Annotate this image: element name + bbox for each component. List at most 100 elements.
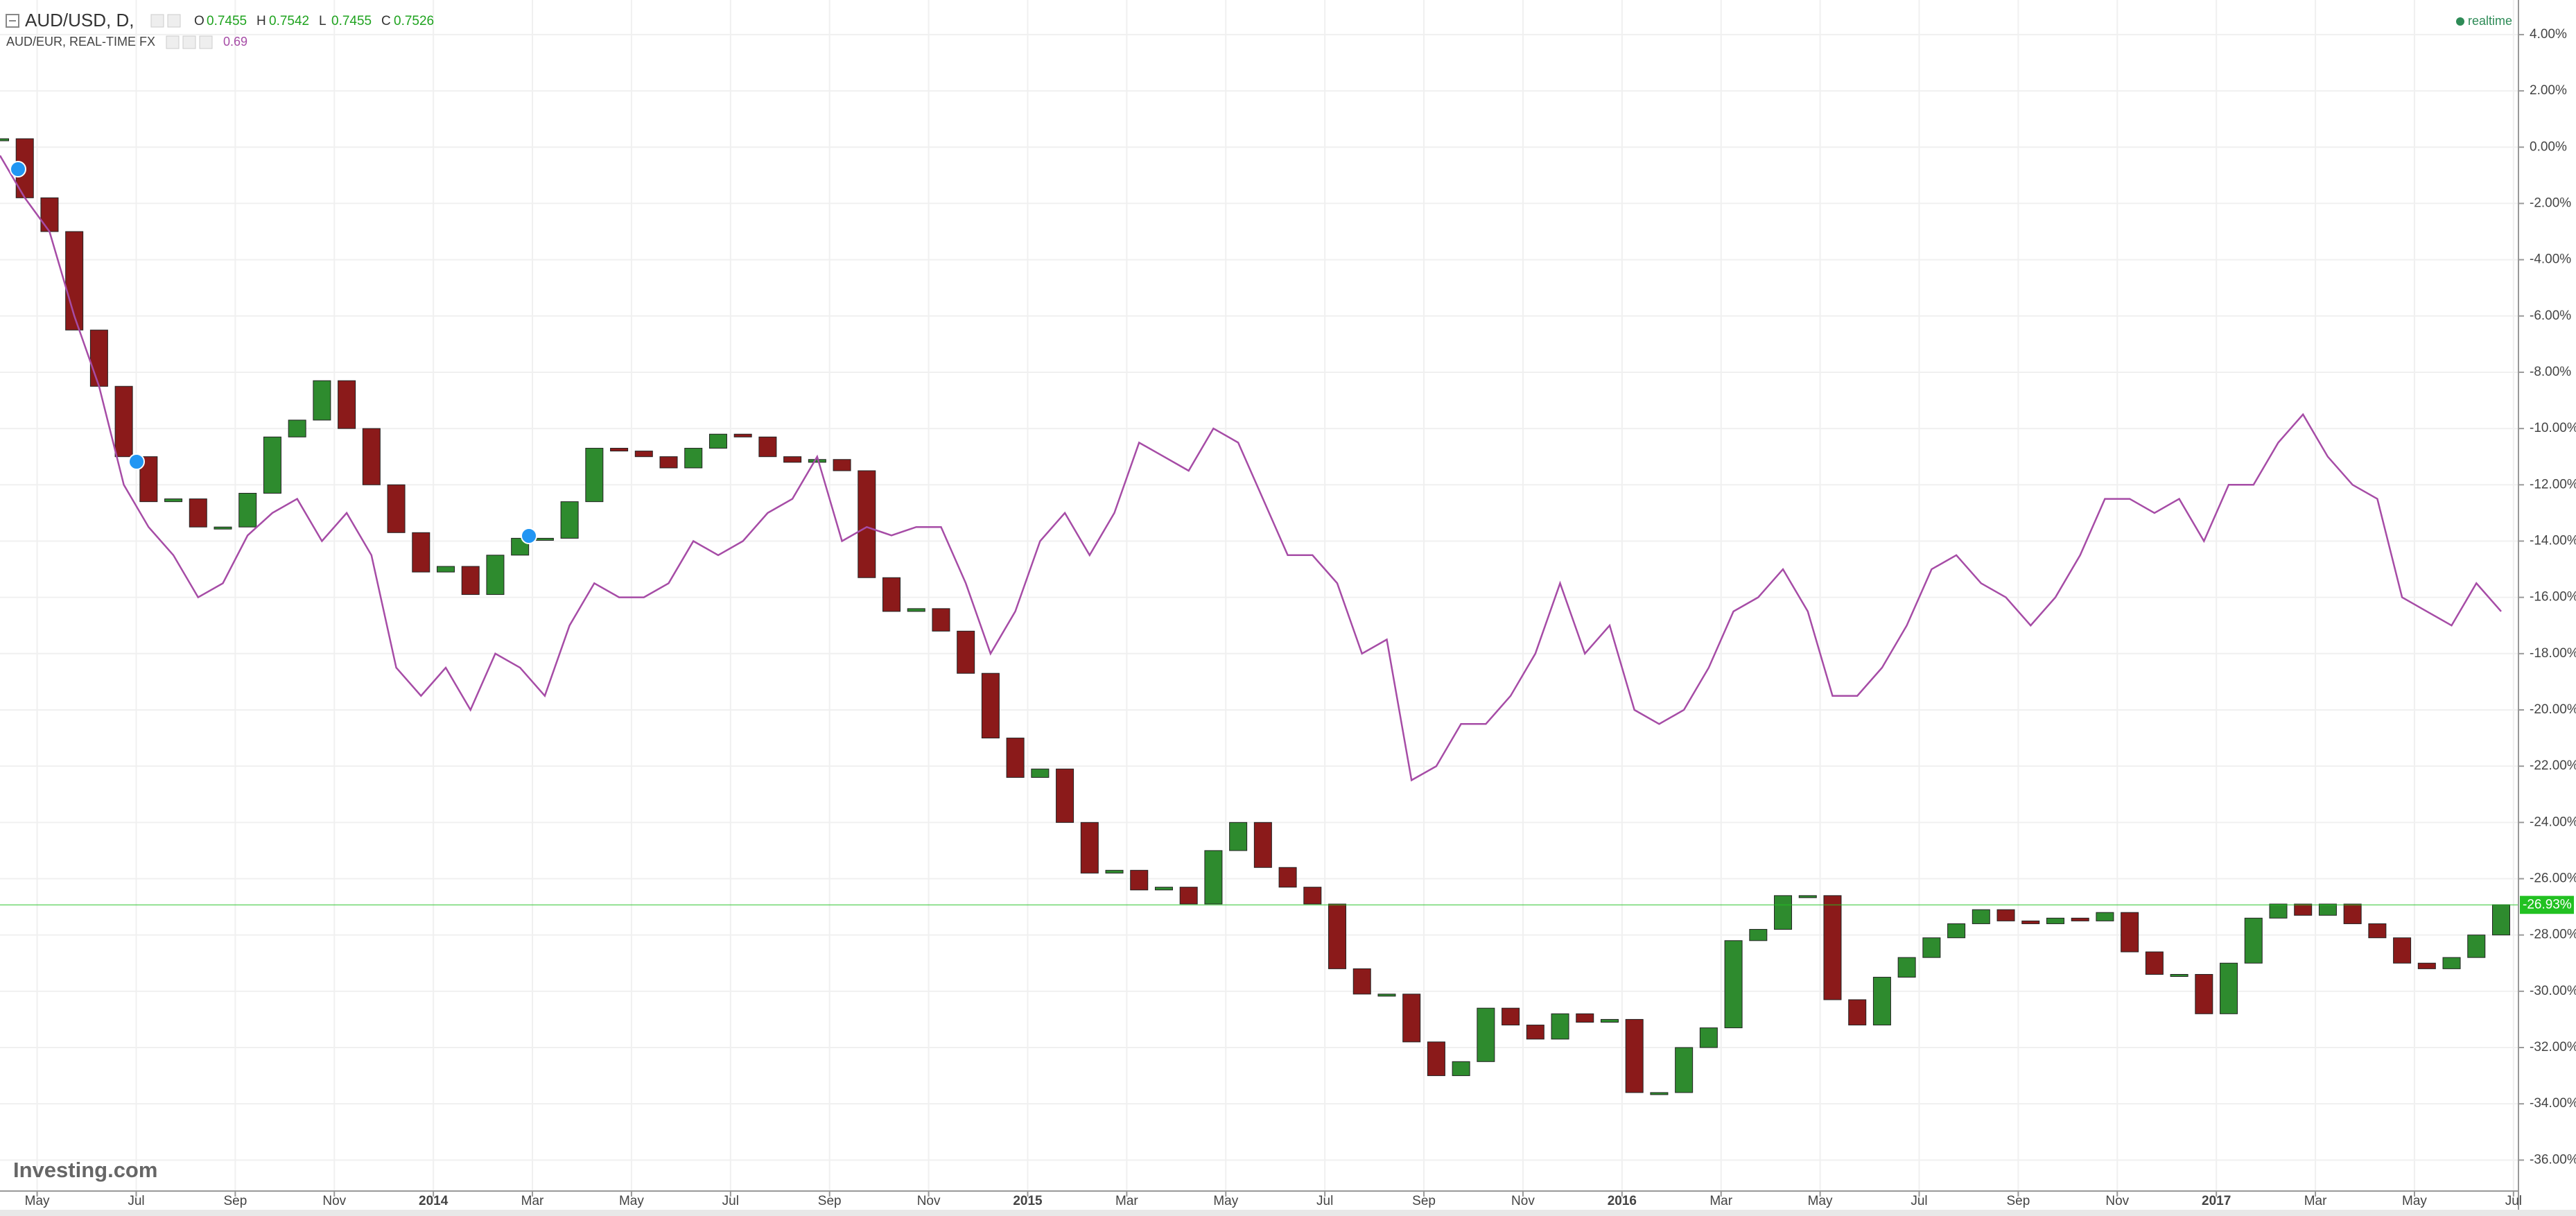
ohlc-value: 0.7455 (207, 14, 247, 28)
candle (1872, 977, 1891, 1026)
close-button[interactable] (199, 35, 213, 49)
candle (2417, 962, 2436, 969)
legend-entry: AUD/EUR, REAL-TIME FX (6, 35, 155, 49)
candle (610, 448, 629, 452)
candle (1328, 903, 1347, 969)
visibility-button[interactable] (182, 35, 196, 49)
candle (1897, 957, 1916, 978)
candle (2195, 973, 2213, 1014)
status: realtime (2468, 14, 2512, 28)
candle (733, 433, 752, 437)
x-tick-label: 2014 (419, 1194, 449, 1208)
close-button[interactable] (167, 14, 181, 28)
x-tick-label: Jul (722, 1194, 739, 1208)
candle (1080, 822, 1099, 874)
x-tick-label: May (1213, 1194, 1238, 1208)
candle (263, 436, 281, 494)
candle (1452, 1061, 1470, 1077)
x-tick-label: Mar (521, 1194, 544, 1208)
candle (808, 459, 826, 463)
candle (1922, 937, 1941, 958)
y-tick-label: -28.00% (2530, 928, 2576, 942)
x-tick-label: Mar (1709, 1194, 1732, 1208)
candle (1576, 1013, 1594, 1023)
candle (1749, 929, 1768, 941)
candle (2046, 917, 2064, 924)
y-tick-label: 0.00% (2530, 139, 2567, 154)
candle (2121, 912, 2139, 953)
x-tick-label: Nov (322, 1194, 346, 1208)
collapse-button[interactable] (6, 14, 19, 28)
y-tick-label: 2.00% (2530, 83, 2567, 98)
y-tick-label: -10.00% (2530, 421, 2576, 435)
x-tick-label: May (25, 1194, 50, 1208)
last-price: 0.69 (223, 35, 247, 49)
candle (1427, 1041, 1445, 1077)
axes: 4.00% 2.00% 0.00% -2.00% -4.00% -6.00% -8.00% -… (25, 27, 2576, 1208)
candle (659, 456, 678, 469)
candle (1625, 1018, 1644, 1093)
candle (2170, 973, 2188, 977)
settings-button[interactable] (166, 35, 180, 49)
x-tick-label: May (2402, 1194, 2427, 1208)
event-pin[interactable] (128, 453, 145, 470)
ohlc: O 0.7455 H 0.7542 L 0.7455 C 0.7526 (194, 14, 434, 28)
x-tick-label: Nov (2105, 1194, 2129, 1208)
candle (1502, 1007, 1520, 1026)
candle (1477, 1007, 1495, 1062)
ohlc-value: 0.7526 (394, 14, 434, 28)
last-value-box (2520, 896, 2574, 914)
candle (585, 448, 604, 503)
x-tick-label: May (1808, 1194, 1833, 1208)
candle (40, 197, 59, 232)
candle (1105, 869, 1124, 874)
candle (1996, 909, 2015, 921)
candle (1798, 895, 1817, 898)
candle (1972, 909, 1990, 924)
y-tick-label: -26.00% (2530, 871, 2576, 886)
candle (2343, 903, 2362, 924)
candle (1253, 822, 1272, 868)
event-pin[interactable] (10, 161, 26, 177)
y-tick-label: -22.00% (2530, 758, 2576, 773)
x-tick-label: Mar (2304, 1194, 2327, 1208)
event-pins (10, 161, 537, 544)
candle (1551, 1013, 1569, 1040)
candle (189, 498, 207, 528)
candle (2220, 962, 2238, 1014)
candle (114, 385, 133, 458)
y-tick-label: -4.00% (2530, 252, 2571, 267)
y-tick-label: -16.00% (2530, 590, 2576, 605)
candle (1947, 923, 1966, 939)
settings-button[interactable] (150, 14, 164, 28)
candle (1675, 1047, 1694, 1093)
candle (1526, 1025, 1544, 1040)
y-tick-label: -6.00% (2530, 309, 2571, 323)
x-tick-label: Nov (1511, 1194, 1535, 1208)
ohlc-label: L (319, 14, 327, 28)
y-tick-label: -36.00% (2530, 1152, 2576, 1167)
candle (2269, 903, 2288, 919)
y-tick-label: -12.00% (2530, 477, 2576, 492)
candle (1031, 768, 1050, 778)
x-tick-label: Jul (1911, 1194, 1927, 1208)
x-tick-label: 2017 (2202, 1194, 2231, 1208)
candle (2096, 912, 2114, 921)
x-tick-label: Sep (818, 1194, 842, 1208)
status-dot (2456, 17, 2464, 26)
x-tick-label: Jul (1316, 1194, 1333, 1208)
candle (1377, 993, 1396, 997)
x-tick-label: Mar (1115, 1194, 1138, 1208)
candle (1699, 1027, 1718, 1048)
ohlc-value: 0.7542 (269, 14, 309, 28)
ohlc-label: H (256, 14, 266, 28)
ohlc-value: 0.7455 (331, 14, 372, 28)
ohlc-label: O (194, 14, 204, 28)
candle (1056, 768, 1074, 823)
candle (2368, 923, 2387, 939)
candle (833, 459, 851, 471)
candle (1006, 738, 1025, 778)
event-pin[interactable] (521, 528, 537, 544)
